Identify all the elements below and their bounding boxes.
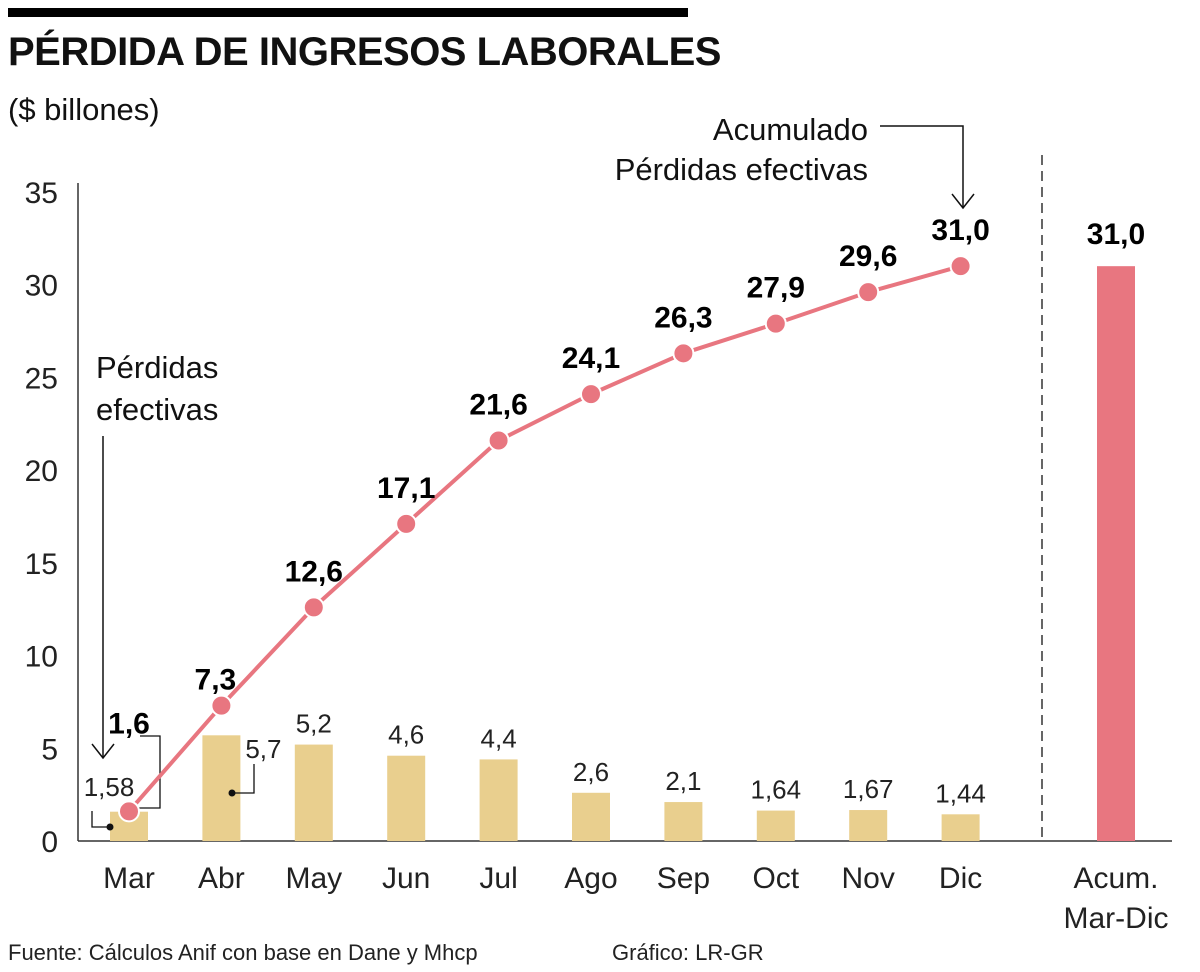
leader-lines bbox=[91, 735, 255, 831]
leader-mar-point bbox=[136, 735, 161, 809]
point-label-sep: 26,3 bbox=[654, 301, 712, 334]
y-tick-label: 20 bbox=[25, 455, 58, 488]
y-tick-label: 30 bbox=[25, 270, 58, 303]
point-nov bbox=[857, 281, 880, 304]
total-bar-group: 31,0 Acum. Mar-Dic bbox=[1064, 218, 1169, 935]
point-label-dic: 31,0 bbox=[931, 214, 989, 247]
x-label-ago: Ago bbox=[564, 862, 617, 895]
point-may bbox=[302, 596, 325, 619]
x-label-dic: Dic bbox=[939, 862, 982, 895]
bar-ago bbox=[572, 792, 610, 841]
bar-jul bbox=[479, 759, 518, 841]
bar-sep bbox=[664, 802, 703, 841]
annotation-bars-line-2: efectivas bbox=[96, 392, 218, 427]
total-bar bbox=[1097, 266, 1135, 842]
annotation-line-line-1: Acumulado bbox=[713, 112, 868, 147]
annotation-bars-line-1: Pérdidas bbox=[96, 350, 218, 385]
annotation-line-arrow bbox=[880, 125, 964, 208]
point-label-mar: 1,6 bbox=[108, 707, 150, 740]
bar-label-jul: 4,4 bbox=[481, 723, 517, 753]
bar-label-nov: 1,67 bbox=[843, 774, 894, 804]
x-label-nov: Nov bbox=[842, 862, 895, 895]
y-tick-label: 35 bbox=[25, 177, 58, 210]
point-label-ago: 24,1 bbox=[562, 342, 620, 375]
point-dic bbox=[949, 255, 972, 278]
bar-label-mar: 1,58 bbox=[84, 772, 135, 802]
x-label-jul: Jul bbox=[479, 862, 517, 895]
point-sep bbox=[672, 342, 695, 365]
bar-label-dic: 1,44 bbox=[935, 778, 986, 808]
x-labels: Mar Abr May Jun Jul Ago Sep Oct Nov Dic bbox=[103, 862, 982, 895]
chart-subtitle: ($ billones) bbox=[8, 92, 160, 127]
x-label-abr: Abr bbox=[198, 862, 245, 895]
y-tick-label: 0 bbox=[41, 826, 58, 859]
point-ago bbox=[580, 383, 602, 406]
bar-label-jun: 4,6 bbox=[388, 720, 424, 750]
x-label-oct: Oct bbox=[752, 862, 799, 895]
bar-dic bbox=[941, 814, 980, 841]
leader-dot-mar bbox=[106, 823, 114, 831]
point-label-may: 12,6 bbox=[285, 555, 343, 588]
point-label-oct: 27,9 bbox=[747, 272, 805, 305]
point-label-abr: 7,3 bbox=[195, 664, 237, 697]
point-jun bbox=[395, 512, 418, 535]
leader-abr-bar bbox=[232, 764, 255, 794]
bar-label-oct: 1,64 bbox=[750, 775, 801, 805]
y-tick-label: 5 bbox=[41, 733, 58, 766]
chart-title: PÉRDIDA DE INGRESOS LABORALES bbox=[8, 30, 721, 74]
credit-note: Gráfico: LR-GR bbox=[612, 940, 764, 965]
leader-mar-bar bbox=[91, 811, 110, 828]
x-label-sep: Sep bbox=[657, 862, 710, 895]
bar-nov bbox=[849, 810, 888, 841]
bar-label-abr: 5,7 bbox=[245, 734, 281, 764]
y-tick-label: 25 bbox=[25, 362, 58, 395]
y-ticks: 0 5 10 15 20 25 30 35 bbox=[25, 177, 58, 859]
total-bar-label: 31,0 bbox=[1087, 218, 1145, 251]
bar-labels: 1,58 5,7 5,2 4,6 4,4 2,6 2,1 1,64 1,67 1,44 bbox=[84, 709, 986, 809]
total-x-label: Mar-Dic bbox=[1064, 902, 1169, 935]
bar-label-ago: 2,6 bbox=[573, 757, 609, 787]
bar-label-sep: 2,1 bbox=[665, 766, 701, 796]
point-label-nov: 29,6 bbox=[839, 240, 897, 273]
y-tick-label: 15 bbox=[25, 548, 58, 581]
leader-dot-abr bbox=[228, 789, 236, 797]
annotation-line: Acumulado Pérdidas efectivas bbox=[615, 112, 975, 210]
y-tick-label: 10 bbox=[25, 641, 58, 674]
point-oct bbox=[764, 312, 787, 335]
point-abr bbox=[210, 694, 233, 717]
total-x-label: Acum. bbox=[1073, 862, 1158, 895]
annotation-bars: Pérdidas efectivas bbox=[91, 350, 218, 760]
bar-oct bbox=[756, 810, 795, 841]
bar-label-may: 5,2 bbox=[296, 709, 332, 739]
x-label-jun: Jun bbox=[382, 862, 430, 895]
bar-abr bbox=[202, 735, 241, 841]
point-mar bbox=[118, 800, 140, 823]
bar-may bbox=[294, 744, 333, 841]
monthly-bars bbox=[110, 735, 980, 841]
source-note: Fuente: Cálculos Anif con base en Dane y… bbox=[8, 940, 478, 965]
point-label-jul: 21,6 bbox=[469, 388, 527, 421]
annotation-line-line-2: Pérdidas efectivas bbox=[615, 152, 868, 187]
annotation-bars-arrowhead bbox=[91, 743, 115, 760]
x-label-may: May bbox=[285, 862, 342, 895]
x-label-mar: Mar bbox=[103, 862, 155, 895]
annotation-line-arrowhead bbox=[951, 193, 975, 210]
cumulative-line-path bbox=[127, 264, 962, 813]
top-rule bbox=[8, 8, 688, 17]
cumulative-line bbox=[118, 255, 972, 823]
bar-jun bbox=[387, 755, 426, 841]
point-jul bbox=[487, 429, 510, 452]
point-labels: 1,6 7,3 12,6 17,1 21,6 24,1 26,3 27,9 29,6 31,0 bbox=[108, 214, 990, 740]
point-label-jun: 17,1 bbox=[377, 472, 435, 505]
